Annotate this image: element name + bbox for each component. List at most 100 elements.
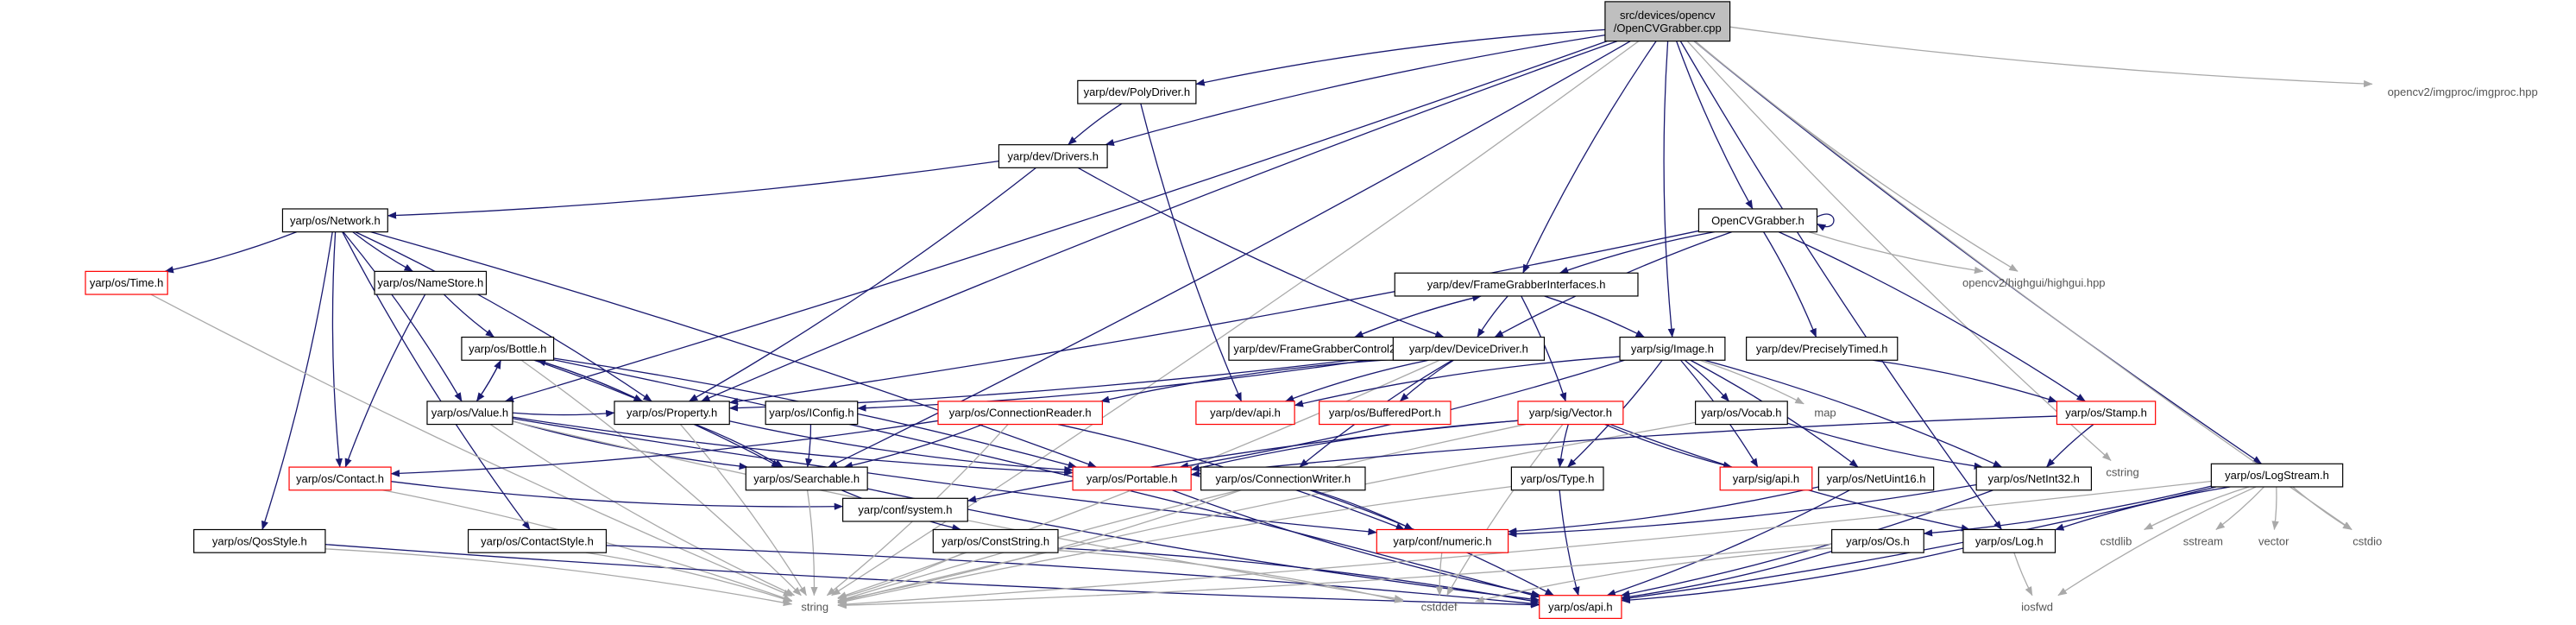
node-imgproc[interactable]: opencv2/imgproc/imgproc.hpp [2388,85,2538,98]
edge-log-to-iosfwd [2013,552,2033,597]
edge-netuint16-to-numeric [1508,486,1819,535]
node-bufport[interactable]: yarp/os/BufferedPort.h [1319,401,1452,426]
node-string[interactable]: string [801,601,828,614]
node-label: cstdio [2352,534,2382,547]
node-portable[interactable]: yarp/os/Portable.h [1072,466,1192,491]
node-label: yarp/os/Portable.h [1086,472,1178,485]
node-os[interactable]: yarp/os/Os.h [1831,528,1924,553]
node-cstdlib[interactable]: cstdlib [2100,534,2132,547]
node-label: yarp/os/LogStream.h [2225,469,2329,482]
node-sstream[interactable]: sstream [2183,534,2223,547]
node-devapi[interactable]: yarp/dev/api.h [1195,401,1295,426]
node-vector[interactable]: yarp/sig/Vector.h [1517,401,1624,426]
node-contactstyle[interactable]: yarp/os/ContactStyle.h [467,528,608,553]
node-box-stamp [2056,401,2157,426]
node-value[interactable]: yarp/os/Value.h [426,401,513,426]
edge-value-to-numeric [512,418,1377,535]
node-ocvgrabber[interactable]: OpenCVGrabber.h [1697,208,1818,233]
node-label: cstdlib [2100,534,2132,547]
node-conststring[interactable]: yarp/os/ConstString.h [932,528,1059,553]
node-box-vocab [1695,401,1788,426]
node-image[interactable]: yarp/sig/Image.h [1619,336,1726,361]
node-label: yarp/os/NetUint16.h [1827,472,1926,485]
node-vocab[interactable]: yarp/os/Vocab.h [1695,401,1788,426]
node-polydriver[interactable]: yarp/dev/PolyDriver.h [1077,79,1197,104]
node-cstdio[interactable]: cstdio [2352,534,2382,547]
edge-qosstyle-to-string [324,548,793,607]
node-devicedriver[interactable]: yarp/dev/DeviceDriver.h [1392,336,1546,361]
node-label: yarp/os/Vocab.h [1701,407,1781,420]
edge-polydriver-to-drivers [1068,103,1123,146]
edge-vocab-to-netint32 [1787,422,1983,470]
edge-ocvgrabber-to-precisely [1763,231,1817,338]
node-label: yarp/os/IConfig.h [769,407,853,420]
node-log[interactable]: yarp/os/Log.h [1962,528,2056,553]
node-box-polydriver [1077,79,1197,104]
edge-root-to-polydriver [1195,28,1605,86]
node-box-drivers [998,144,1108,168]
node-connwriter[interactable]: yarp/os/ConnectionWriter.h [1200,466,1366,491]
node-label: yarp/dev/FrameGrabberInterfaces.h [1427,278,1606,291]
node-searchable[interactable]: yarp/os/Searchable.h [745,466,868,491]
node-connreader[interactable]: yarp/os/ConnectionReader.h [937,401,1103,426]
node-label: yarp/sig/Image.h [1631,342,1714,355]
node-bottle[interactable]: yarp/os/Bottle.h [461,336,555,361]
node-stamp[interactable]: yarp/os/Stamp.h [2056,401,2157,426]
node-box-ocvgrabber [1697,208,1818,233]
node-logstream[interactable]: yarp/os/LogStream.h [2210,463,2344,488]
node-type[interactable]: yarp/os/Type.h [1510,466,1604,491]
node-label: yarp/dev/PreciselyTimed.h [1756,342,1888,355]
node-netuint16[interactable]: yarp/os/NetUint16.h [1817,466,1935,491]
edge-connreader-to-contact [390,420,939,477]
node-highgui[interactable]: opencv2/highgui/highgui.hpp [1962,276,2106,289]
node-box-contact [288,466,392,491]
node-label: yarp/os/ConnectionReader.h [949,407,1092,420]
node-box-log [1962,528,2056,553]
node-stdvector[interactable]: vector [2258,534,2289,547]
edge-logstream-to-string [837,480,2212,609]
edge-image-to-vocab [1684,359,1730,402]
node-cstddef[interactable]: cstddef [1421,601,1458,614]
node-box-netuint16 [1817,466,1935,491]
edge-root-to-logstream [1693,41,2263,464]
node-sigapi[interactable]: yarp/sig/api.h [1719,466,1813,491]
node-time[interactable]: yarp/os/Time.h [85,270,168,295]
node-fgi[interactable]: yarp/dev/FrameGrabberInterfaces.h [1394,272,1639,297]
node-precisely[interactable]: yarp/dev/PreciselyTimed.h [1746,336,1899,361]
node-fgc2[interactable]: yarp/dev/FrameGrabberControl2.h [1228,336,1410,361]
edge-network-to-portable [370,231,1097,468]
node-network[interactable]: yarp/os/Network.h [281,208,388,233]
node-numeric[interactable]: yarp/conf/numeric.h [1376,528,1509,553]
edge-devicedriver-to-property [728,354,1394,412]
node-root[interactable]: src/devices/opencv/OpenCVGrabber.cpp [1604,1,1731,42]
node-iconfig[interactable]: yarp/os/IConfig.h [765,401,859,426]
node-confsystem[interactable]: yarp/conf/system.h [841,497,968,522]
node-cstring[interactable]: cstring [2106,465,2138,478]
node-label: yarp/os/Os.h [1846,534,1910,547]
node-label: yarp/dev/DeviceDriver.h [1409,342,1528,355]
node-label: opencv2/highgui/highgui.hpp [1962,276,2106,289]
node-qosstyle[interactable]: yarp/os/QosStyle.h [193,528,326,553]
node-contact[interactable]: yarp/os/Contact.h [288,466,392,491]
edge-netint32-to-numeric [1508,483,1977,538]
node-label: OpenCVGrabber.h [1711,214,1804,227]
node-label: yarp/os/Log.h [1975,534,2044,547]
node-namestore[interactable]: yarp/os/NameStore.h [374,270,488,295]
edge-vector-to-sigapi [1604,423,1733,469]
node-box-portable [1072,466,1192,491]
node-box-type [1510,466,1604,491]
edge-image-to-netint32 [1704,359,2003,468]
edge-vector-to-confsystem [967,420,1519,503]
edge-vector-to-cstddef [1446,424,1564,597]
node-osapi[interactable]: yarp/os/api.h [1539,595,1622,619]
node-drivers[interactable]: yarp/dev/Drivers.h [998,144,1108,168]
node-box-bufport [1319,401,1452,426]
edge-vector-to-string [837,423,1527,603]
edge-logstream-to-stdvector [2271,486,2279,531]
node-netint32[interactable]: yarp/os/NetInt32.h [1975,466,2093,491]
edge-property-to-bottle [536,359,643,402]
edge-logstream-to-cstdlib [2144,486,2250,531]
node-iosfwd[interactable]: iosfwd [2021,601,2053,614]
node-property[interactable]: yarp/os/Property.h [614,401,730,426]
node-map[interactable]: map [1814,407,1836,420]
